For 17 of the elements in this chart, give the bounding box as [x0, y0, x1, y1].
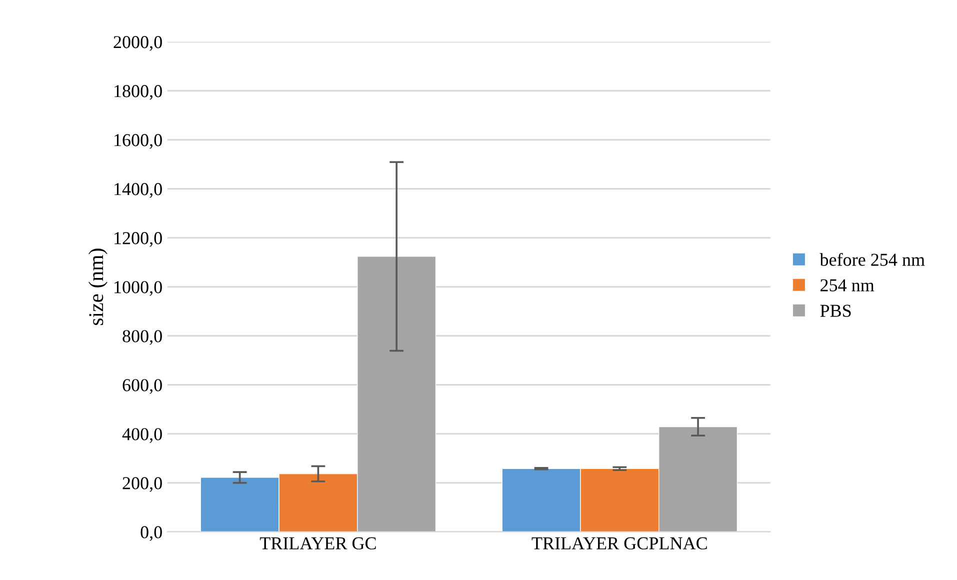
y-tick-label: 2000,0 — [114, 36, 162, 51]
legend-label: before 254 nm — [820, 252, 925, 266]
y-tick-label: 1800,0 — [114, 85, 162, 100]
y-axis-title: size (nm) — [88, 248, 108, 325]
y-tick-label: 600,0 — [122, 379, 162, 394]
legend-label: 254 nm — [820, 279, 874, 292]
x-tick-label: TRILAYER GCPLNAC — [532, 537, 707, 550]
y-tick-label: 800,0 — [122, 330, 162, 345]
x-tick-label: TRILAYER GC — [260, 537, 376, 550]
y-tick-label: 1000,0 — [114, 281, 162, 296]
y-tick-label: 1200,0 — [114, 232, 162, 247]
y-tick-label: 1600,0 — [114, 134, 162, 149]
y-tick-label: 400,0 — [122, 428, 162, 443]
legend-label: PBS — [820, 304, 851, 317]
y-tick-label: 1400,0 — [114, 183, 162, 198]
y-tick-label: 200,0 — [122, 477, 162, 492]
y-tick-label: 0,0 — [140, 526, 162, 541]
